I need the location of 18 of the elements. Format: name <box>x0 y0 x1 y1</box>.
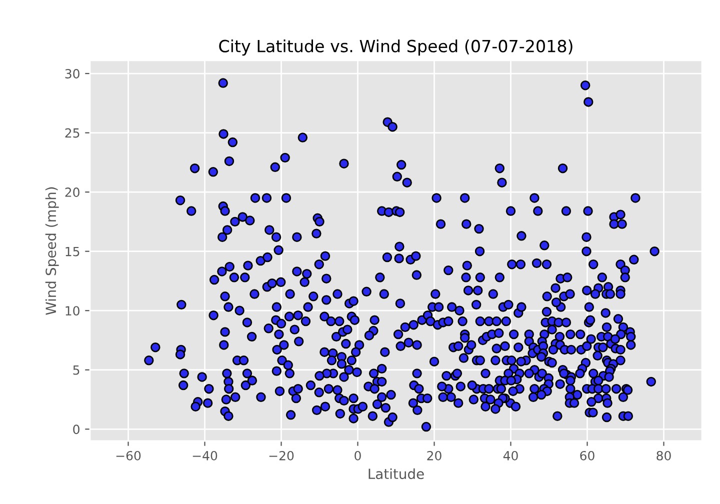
y-tick-label: 15 <box>66 246 80 256</box>
x-tick-label: 60 <box>580 450 594 460</box>
y-tick-label: 0 <box>73 424 80 434</box>
y-tick-label: 20 <box>65 188 80 197</box>
chart-title: City Latitude vs. Wind Speed (07-07-2018) <box>219 39 572 56</box>
x-tick-label: 20 <box>427 450 442 460</box>
y-axis-title: Wind Speed (mph) <box>45 187 59 315</box>
x-tick-label: 40 <box>503 450 518 460</box>
x-axis-title: Latitude <box>368 468 424 480</box>
x-tick-label: −40 <box>192 450 218 460</box>
x-tick-label: −20 <box>269 450 294 460</box>
x-tick-label: 0 <box>354 450 361 460</box>
y-tick-label: 25 <box>65 128 80 138</box>
y-tick-label: 30 <box>65 68 80 78</box>
y-tick-label: 5 <box>73 366 80 375</box>
y-tick-label: 10 <box>66 306 80 316</box>
x-tick-label: 80 <box>656 450 671 460</box>
x-tick-label: −60 <box>116 450 141 460</box>
